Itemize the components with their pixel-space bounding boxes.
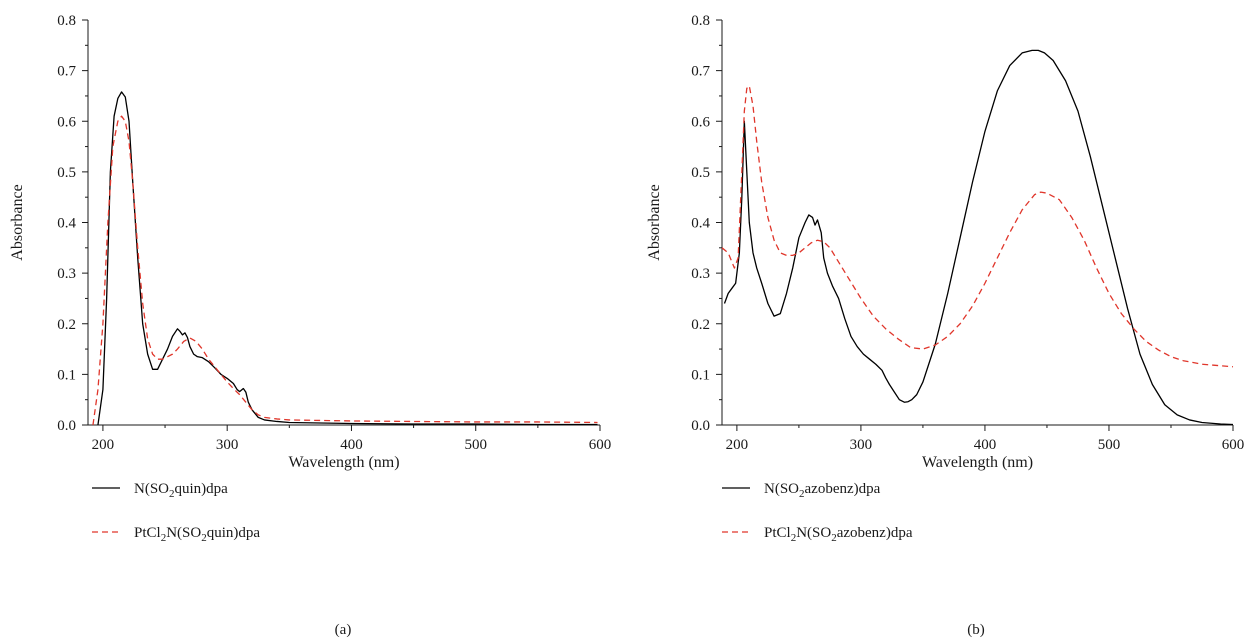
y-axis-title: Absorbance [9, 184, 26, 260]
y-tick-label: 0.1 [691, 367, 710, 383]
legend-text-part: N(SO [796, 525, 831, 541]
y-tick-label: 0.6 [57, 114, 76, 130]
x-tick-label: 200 [92, 437, 115, 453]
y-tick-label: 0.0 [691, 418, 710, 434]
legend-text-part: PtCl [134, 525, 161, 541]
legend-text-part: N(SO [166, 525, 201, 541]
series-line-0 [723, 49, 1234, 426]
panel-a: 0.0 0.1 0.2 0.3 0.4 0.5 0.6 0.7 0.8 200 300 400 500 6… [9, 13, 611, 638]
x-tick-label: 200 [726, 437, 749, 453]
x-axis-title: Wavelength (nm) [922, 454, 1033, 471]
y-tick-label: 0.8 [691, 13, 710, 29]
legend-text-part: 2 [831, 532, 837, 544]
legend-text-part: azobenz)dpa [837, 525, 913, 541]
x-tick-label: 300 [216, 437, 239, 453]
legend-text-part: 2 [169, 488, 175, 500]
legend-text-part: PtCl [764, 525, 791, 541]
x-axis-title: Wavelength (nm) [288, 454, 399, 471]
y-tick-label: 0.4 [691, 216, 710, 232]
y-tick-label: 0.2 [691, 317, 710, 333]
y-axis-title: Absorbance [646, 184, 663, 260]
legend-text-part: 2 [201, 532, 207, 544]
legend-text-part: quin)dpa [207, 525, 261, 541]
x-tick-label: 300 [850, 437, 873, 453]
y-tick-label: 0.5 [57, 165, 76, 181]
x-tick-label: 600 [1222, 437, 1245, 453]
legend-text-part: 2 [791, 532, 797, 544]
x-tick-label: 600 [589, 437, 612, 453]
y-tick-label: 0.3 [57, 266, 76, 282]
y-tick-label: 0.6 [691, 114, 710, 130]
series-line-0 [97, 91, 598, 426]
legend-text-part: N(SO [764, 481, 799, 497]
x-tick-label: 500 [1098, 437, 1121, 453]
panel-b: 0.0 0.1 0.2 0.3 0.4 0.5 0.6 0.7 0.8 200 300 400 500 6… [646, 13, 1244, 638]
panel-label: (a) [335, 622, 352, 638]
legend-label-0: N(SO2azobenz)dpa [764, 481, 881, 500]
legend-text-part: 2 [161, 532, 167, 544]
legend-label-1: PtCl2N(SO2azobenz)dpa [764, 525, 913, 544]
legend-text-part: N(SO [134, 481, 169, 497]
x-tick-label: 400 [340, 437, 363, 453]
y-tick-label: 0.4 [57, 216, 76, 232]
y-tick-label: 0.7 [691, 64, 710, 80]
y-tick-label: 0.1 [57, 367, 76, 383]
y-tick-label: 0.2 [57, 317, 76, 333]
legend-text-part: quin)dpa [175, 481, 229, 497]
series-line-1 [92, 115, 598, 426]
y-tick-label: 0.7 [57, 64, 76, 80]
legend-label-1: PtCl2N(SO2quin)dpa [134, 525, 260, 544]
y-tick-label: 0.0 [57, 418, 76, 434]
panel-label: (b) [967, 622, 985, 638]
series-line-1 [721, 85, 1234, 368]
legend-label-0: N(SO2quin)dpa [134, 481, 228, 500]
y-tick-label: 0.3 [691, 266, 710, 282]
legend-text-part: 2 [799, 488, 805, 500]
legend-text-part: azobenz)dpa [805, 481, 881, 497]
y-tick-label: 0.5 [691, 165, 710, 181]
y-tick-label: 0.8 [57, 13, 76, 29]
x-tick-label: 500 [464, 437, 487, 453]
x-tick-label: 400 [974, 437, 997, 453]
